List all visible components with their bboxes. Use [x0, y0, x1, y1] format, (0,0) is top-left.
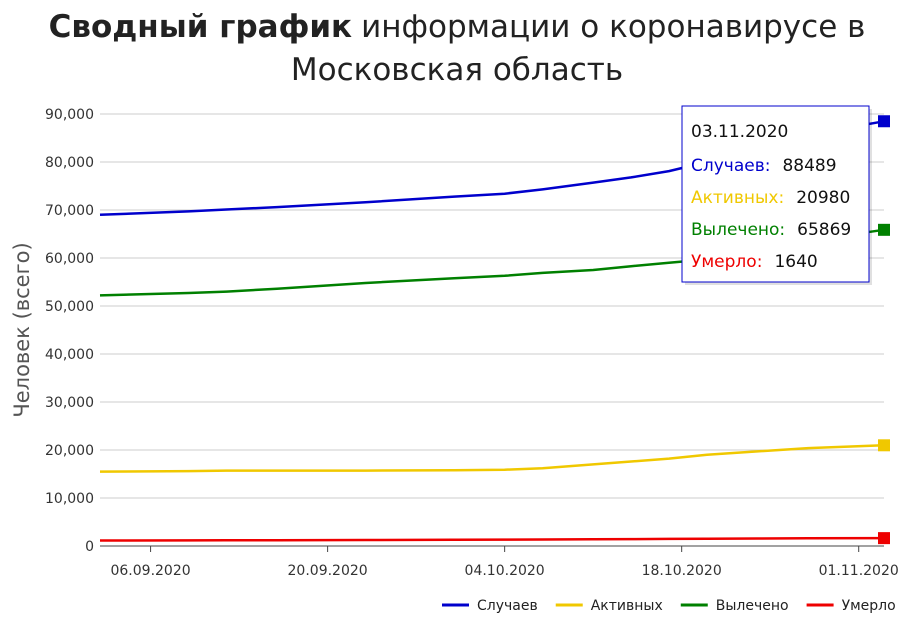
- tooltip-date: 03.11.2020: [691, 122, 788, 142]
- tooltip-value: 20980: [796, 188, 850, 208]
- legend-item-4[interactable]: Умерло: [842, 598, 896, 614]
- x-tick-label: 20.09.2020: [288, 563, 368, 579]
- y-tick-label: 70,000: [45, 203, 94, 219]
- y-tick-label: 0: [85, 539, 94, 555]
- series-endpoint-marker: [878, 532, 890, 545]
- chart-title-line2: Московская область: [291, 52, 623, 88]
- y-tick-label: 60,000: [45, 251, 94, 267]
- y-tick-label: 40,000: [45, 347, 94, 363]
- y-tick-label: 30,000: [45, 395, 94, 411]
- y-tick-label: 10,000: [45, 491, 94, 507]
- tooltip-value: 88489: [782, 156, 836, 176]
- tooltip-label: Случаев:: [691, 156, 770, 176]
- tooltip-box: [681, 105, 870, 283]
- y-tick-label: 20,000: [45, 443, 94, 459]
- chart-title: Сводный график информации о коронавирусе …: [49, 9, 866, 45]
- legend-item-1[interactable]: Случаев: [477, 598, 538, 614]
- tooltip-value: 1640: [774, 252, 817, 272]
- x-tick-label: 18.10.2020: [642, 563, 722, 579]
- y-tick-label: 50,000: [45, 299, 94, 315]
- tooltip-label: Умерло:: [691, 252, 762, 272]
- series-endpoint-marker: [878, 223, 890, 236]
- y-tick-label: 90,000: [45, 107, 94, 123]
- legend[interactable]: Случаев Активных Вылечено Умерло: [442, 598, 896, 614]
- tooltip-value: 65869: [797, 220, 851, 240]
- series-endpoint-marker: [878, 439, 890, 452]
- y-axis-label: Человек (всего): [10, 242, 34, 417]
- legend-item-3[interactable]: Вылечено: [716, 598, 789, 614]
- y-tick-label: 80,000: [45, 155, 94, 171]
- x-tick-label: 01.11.2020: [819, 563, 899, 579]
- chart-title-bold: Сводный график: [49, 9, 353, 45]
- tooltip-label: Активных:: [691, 188, 784, 208]
- series-line-2: [99, 444, 885, 473]
- tooltip-label: Вылечено:: [691, 220, 785, 240]
- legend-item-2[interactable]: Активных: [591, 598, 663, 614]
- series-line-4: [99, 536, 885, 542]
- x-tick-label: 04.10.2020: [465, 563, 545, 579]
- chart-title-rest: информации о коронавирусе в: [361, 9, 865, 45]
- series-endpoint-marker: [878, 115, 890, 128]
- tooltip: 03.11.2020 Случаев: 88489 Активных: 20980 Выл…: [681, 105, 872, 285]
- axis-layer: 0 10,000 20,000 30,000 40,000 50,000 60,000 70,…: [45, 107, 899, 579]
- x-tick-label: 06.09.2020: [110, 563, 190, 579]
